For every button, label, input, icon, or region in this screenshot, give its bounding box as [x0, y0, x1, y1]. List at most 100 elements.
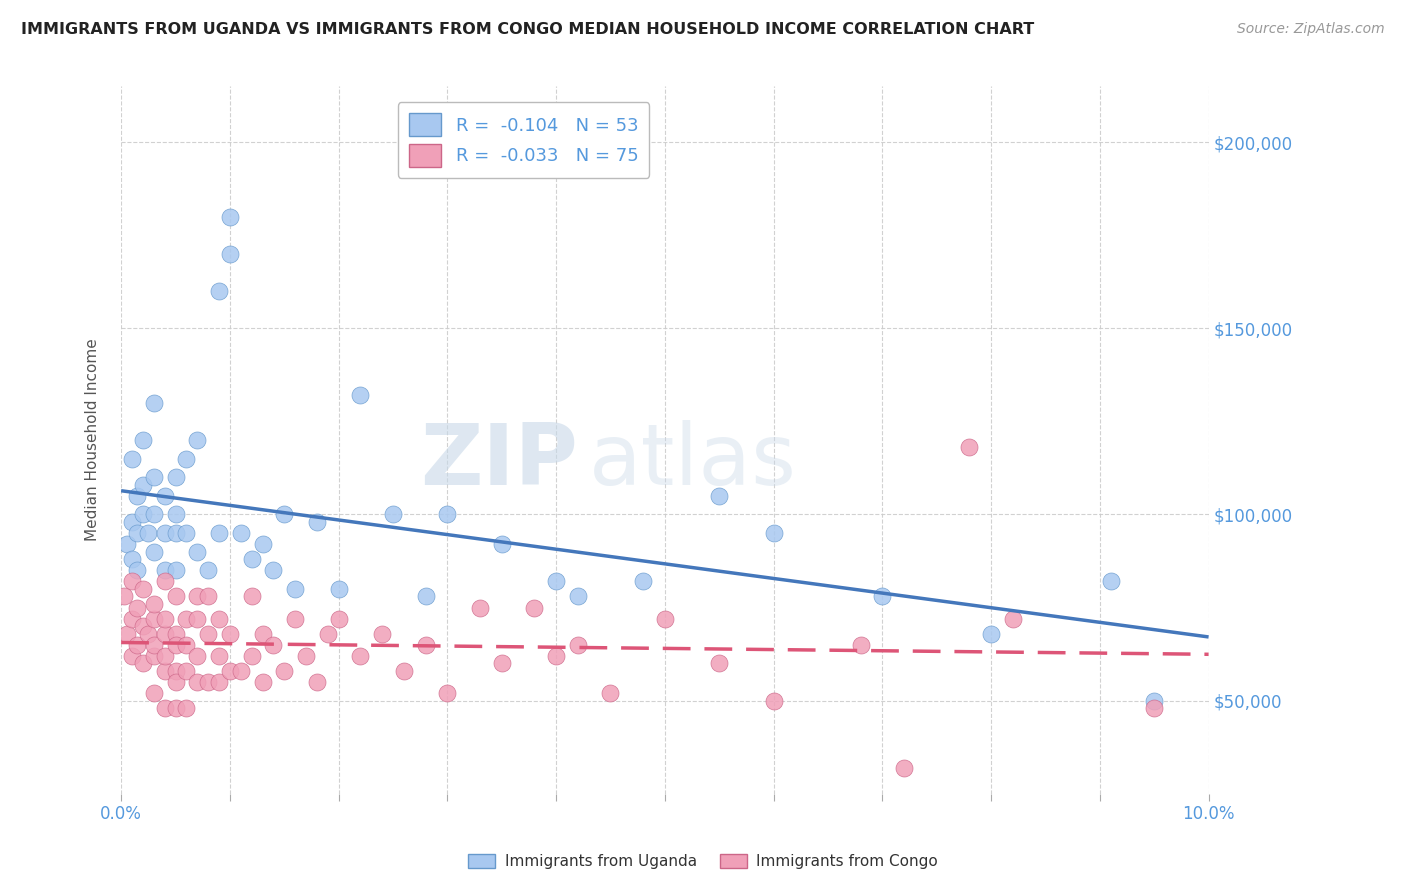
- Point: [208, 675, 231, 690]
- Point: [546, 648, 568, 663]
- Point: [165, 626, 187, 640]
- Legend: Immigrants from Uganda, Immigrants from Congo: Immigrants from Uganda, Immigrants from …: [461, 848, 945, 875]
- Point: [165, 470, 187, 484]
- Point: [252, 626, 274, 640]
- Point: [165, 638, 187, 652]
- Point: [115, 537, 138, 551]
- Point: [1143, 693, 1166, 707]
- Point: [142, 396, 165, 410]
- Point: [132, 433, 155, 447]
- Point: [849, 638, 872, 652]
- Point: [218, 626, 240, 640]
- Point: [262, 638, 284, 652]
- Point: [153, 574, 176, 589]
- Point: [252, 675, 274, 690]
- Point: [1001, 612, 1024, 626]
- Point: [176, 451, 198, 466]
- Point: [305, 675, 328, 690]
- Point: [115, 626, 138, 640]
- Point: [176, 612, 198, 626]
- Point: [127, 489, 149, 503]
- Point: [284, 582, 307, 596]
- Point: [121, 574, 143, 589]
- Point: [491, 537, 513, 551]
- Point: [142, 612, 165, 626]
- Point: [142, 544, 165, 558]
- Point: [349, 388, 371, 402]
- Point: [165, 701, 187, 715]
- Point: [654, 612, 676, 626]
- Point: [273, 508, 295, 522]
- Point: [208, 526, 231, 541]
- Point: [121, 515, 143, 529]
- Point: [112, 590, 135, 604]
- Point: [142, 638, 165, 652]
- Point: [382, 508, 405, 522]
- Point: [1143, 701, 1166, 715]
- Point: [229, 664, 252, 678]
- Point: [121, 552, 143, 566]
- Point: [165, 590, 187, 604]
- Point: [709, 657, 731, 671]
- Point: [176, 638, 198, 652]
- Text: Source: ZipAtlas.com: Source: ZipAtlas.com: [1237, 22, 1385, 37]
- Point: [142, 648, 165, 663]
- Point: [186, 433, 208, 447]
- Point: [197, 675, 219, 690]
- Point: [186, 675, 208, 690]
- Point: [165, 526, 187, 541]
- Point: [142, 508, 165, 522]
- Point: [284, 612, 307, 626]
- Point: [142, 686, 165, 700]
- Point: [273, 664, 295, 678]
- Point: [762, 693, 785, 707]
- Point: [132, 657, 155, 671]
- Point: [567, 638, 589, 652]
- Point: [132, 508, 155, 522]
- Y-axis label: Median Household Income: Median Household Income: [86, 339, 100, 541]
- Point: [153, 563, 176, 577]
- Point: [546, 574, 568, 589]
- Point: [153, 526, 176, 541]
- Point: [328, 582, 350, 596]
- Point: [1099, 574, 1122, 589]
- Point: [599, 686, 621, 700]
- Point: [893, 761, 915, 775]
- Point: [153, 612, 176, 626]
- Point: [980, 626, 1002, 640]
- Point: [176, 664, 198, 678]
- Point: [371, 626, 394, 640]
- Point: [436, 508, 458, 522]
- Point: [142, 597, 165, 611]
- Point: [127, 638, 149, 652]
- Point: [132, 477, 155, 491]
- Point: [165, 664, 187, 678]
- Point: [415, 590, 437, 604]
- Point: [197, 563, 219, 577]
- Point: [392, 664, 415, 678]
- Point: [240, 648, 263, 663]
- Point: [176, 526, 198, 541]
- Point: [295, 648, 318, 663]
- Text: atlas: atlas: [589, 420, 797, 503]
- Text: ZIP: ZIP: [420, 420, 578, 503]
- Point: [176, 701, 198, 715]
- Point: [208, 284, 231, 298]
- Point: [415, 638, 437, 652]
- Point: [316, 626, 339, 640]
- Point: [491, 657, 513, 671]
- Point: [121, 648, 143, 663]
- Point: [631, 574, 654, 589]
- Point: [197, 590, 219, 604]
- Point: [127, 526, 149, 541]
- Point: [186, 612, 208, 626]
- Point: [153, 489, 176, 503]
- Point: [218, 247, 240, 261]
- Point: [142, 470, 165, 484]
- Point: [121, 451, 143, 466]
- Point: [165, 563, 187, 577]
- Point: [186, 648, 208, 663]
- Point: [218, 210, 240, 224]
- Point: [240, 552, 263, 566]
- Point: [436, 686, 458, 700]
